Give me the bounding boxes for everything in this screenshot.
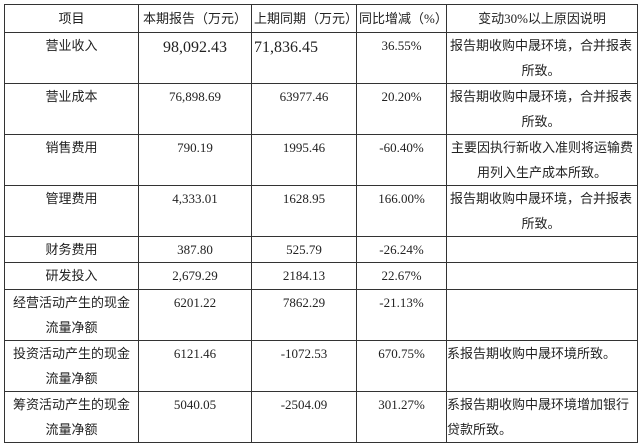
cell-item: 投资活动产生的现金流量净额 (4, 340, 139, 392)
cell-item: 销售费用 (4, 134, 139, 186)
header-item: 项目 (4, 4, 139, 33)
cell-change: 20.20% (356, 83, 447, 135)
cell-reason: 系报告期收购中晟环境增加银行贷款所致。 (446, 391, 638, 443)
cell-previous: -1072.53 (251, 340, 357, 392)
cell-previous: 1628.95 (251, 185, 357, 237)
cell-change: -26.24% (356, 236, 447, 263)
cell-reason: 报告期收购中晟环境，合并报表所致。 (446, 32, 638, 84)
table-row: 销售费用 790.19 1995.46 -60.40% 主要因执行新收入准则将运… (4, 134, 638, 186)
cell-change: -21.13% (356, 289, 447, 341)
table-row: 营业成本 76,898.69 63977.46 20.20% 报告期收购中晟环境… (4, 83, 638, 135)
cell-previous: 525.79 (251, 236, 357, 263)
cell-change: -60.40% (356, 134, 447, 186)
cell-previous: 1995.46 (251, 134, 357, 186)
cell-current: 5040.05 (138, 391, 252, 443)
cell-previous: 63977.46 (251, 83, 357, 135)
cell-item: 研发投入 (4, 262, 139, 290)
header-previous: 上期同期（万元） (251, 4, 358, 33)
header-reason: 变动30%以上原因说明 (446, 4, 638, 33)
cell-current: 76,898.69 (138, 83, 252, 135)
header-row: 项目 本期报告（万元） 上期同期（万元） 同比增减（%） 变动30%以上原因说明 (4, 4, 638, 33)
cell-item: 筹资活动产生的现金流量净额 (4, 391, 139, 443)
cell-previous: 7862.29 (251, 289, 357, 341)
table-row: 营业收入 98,092.43 71,836.45 36.55% 报告期收购中晟环… (4, 32, 638, 84)
table-row: 财务费用 387.80 525.79 -26.24% (4, 236, 638, 263)
table-row: 管理费用 4,333.01 1628.95 166.00% 报告期收购中晟环境，… (4, 185, 638, 237)
table-row: 投资活动产生的现金流量净额 6121.46 -1072.53 670.75% 系… (4, 340, 638, 392)
financial-table: 项目 本期报告（万元） 上期同期（万元） 同比增减（%） 变动30%以上原因说明… (4, 4, 638, 443)
cell-reason: 报告期收购中晟环境，合并报表所致。 (446, 83, 638, 135)
cell-reason: 报告期收购中晟环境，合并报表所致。 (446, 185, 638, 237)
table-row: 研发投入 2,679.29 2184.13 22.67% (4, 262, 638, 290)
cell-item: 营业收入 (4, 32, 139, 84)
cell-current: 6121.46 (138, 340, 252, 392)
header-current: 本期报告（万元） (138, 4, 252, 33)
cell-reason (446, 236, 638, 263)
cell-item: 经营活动产生的现金流量净额 (4, 289, 139, 341)
cell-item: 营业成本 (4, 83, 139, 135)
cell-current: 790.19 (138, 134, 252, 186)
header-change: 同比增减（%） (356, 4, 448, 33)
cell-current: 4,333.01 (138, 185, 252, 237)
cell-change: 22.67% (356, 262, 447, 290)
cell-reason (446, 289, 638, 341)
cell-item: 财务费用 (4, 236, 139, 263)
cell-reason (446, 262, 638, 290)
cell-current: 2,679.29 (138, 262, 252, 290)
table-row: 筹资活动产生的现金流量净额 5040.05 -2504.09 301.27% 系… (4, 391, 638, 443)
cell-current: 6201.22 (138, 289, 252, 341)
cell-item: 管理费用 (4, 185, 139, 237)
cell-reason: 系报告期收购中晟环境所致。 (446, 340, 638, 392)
cell-change: 36.55% (356, 32, 447, 84)
cell-previous: 71,836.45 (251, 32, 357, 84)
cell-previous: 2184.13 (251, 262, 357, 290)
cell-change: 166.00% (356, 185, 447, 237)
cell-change: 301.27% (356, 391, 447, 443)
cell-change: 670.75% (356, 340, 447, 392)
cell-current: 98,092.43 (138, 32, 252, 84)
cell-previous: -2504.09 (251, 391, 357, 443)
cell-current: 387.80 (138, 236, 252, 263)
table-row: 经营活动产生的现金流量净额 6201.22 7862.29 -21.13% (4, 289, 638, 341)
cell-reason: 主要因执行新收入准则将运输费用列入生产成本所致。 (446, 134, 638, 186)
